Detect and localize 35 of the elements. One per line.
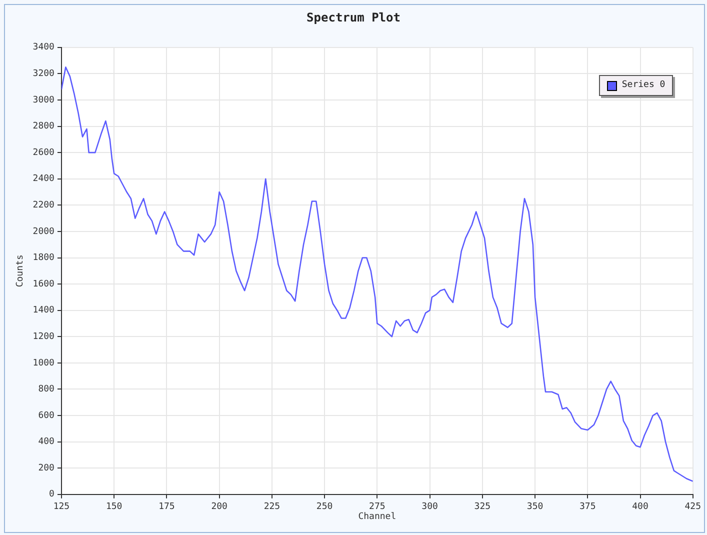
y-tick-label: 3000 xyxy=(32,95,54,106)
y-tick-label: 2400 xyxy=(32,174,54,184)
y-tick-label: 2000 xyxy=(32,226,54,237)
x-tick-label: 125 xyxy=(53,502,70,512)
y-tick-label: 2200 xyxy=(32,200,54,211)
y-tick-label: 1000 xyxy=(32,358,54,368)
x-tick-label: 250 xyxy=(316,502,333,512)
legend-label: Series 0 xyxy=(622,79,666,92)
x-tick-label: 375 xyxy=(580,502,596,512)
y-axis-title: Counts xyxy=(16,254,26,288)
y-tick-label: 3400 xyxy=(32,42,54,53)
x-tick-label: 225 xyxy=(264,502,280,512)
y-tick-label: 400 xyxy=(38,437,54,448)
x-tick-label: 150 xyxy=(106,502,122,512)
x-axis-title: Channel xyxy=(358,512,396,522)
y-tick-label: 600 xyxy=(38,410,54,421)
x-tick-label: 300 xyxy=(422,502,438,512)
y-tick-label: 1200 xyxy=(32,332,54,342)
x-tick-label: 175 xyxy=(158,502,175,512)
x-tick-label: 275 xyxy=(369,502,386,512)
x-tick-label: 425 xyxy=(684,502,702,512)
chart-title: Spectrum Plot xyxy=(306,10,400,24)
y-tick-label: 2800 xyxy=(32,122,54,132)
x-tick-label: 200 xyxy=(211,502,228,512)
y-tick-label: 0 xyxy=(49,490,54,500)
y-tick-label: 2600 xyxy=(32,148,54,158)
y-tick-label: 1400 xyxy=(32,306,54,316)
x-tick-label: 325 xyxy=(474,502,491,512)
y-tick-label: 3200 xyxy=(32,69,54,80)
y-tick-label: 200 xyxy=(38,463,54,474)
x-tick-label: 400 xyxy=(632,502,648,512)
y-tick-label: 1600 xyxy=(32,279,54,290)
y-tick-label: 1800 xyxy=(32,253,54,264)
x-tick-label: 350 xyxy=(526,502,544,512)
y-tick-label: 800 xyxy=(38,384,54,395)
